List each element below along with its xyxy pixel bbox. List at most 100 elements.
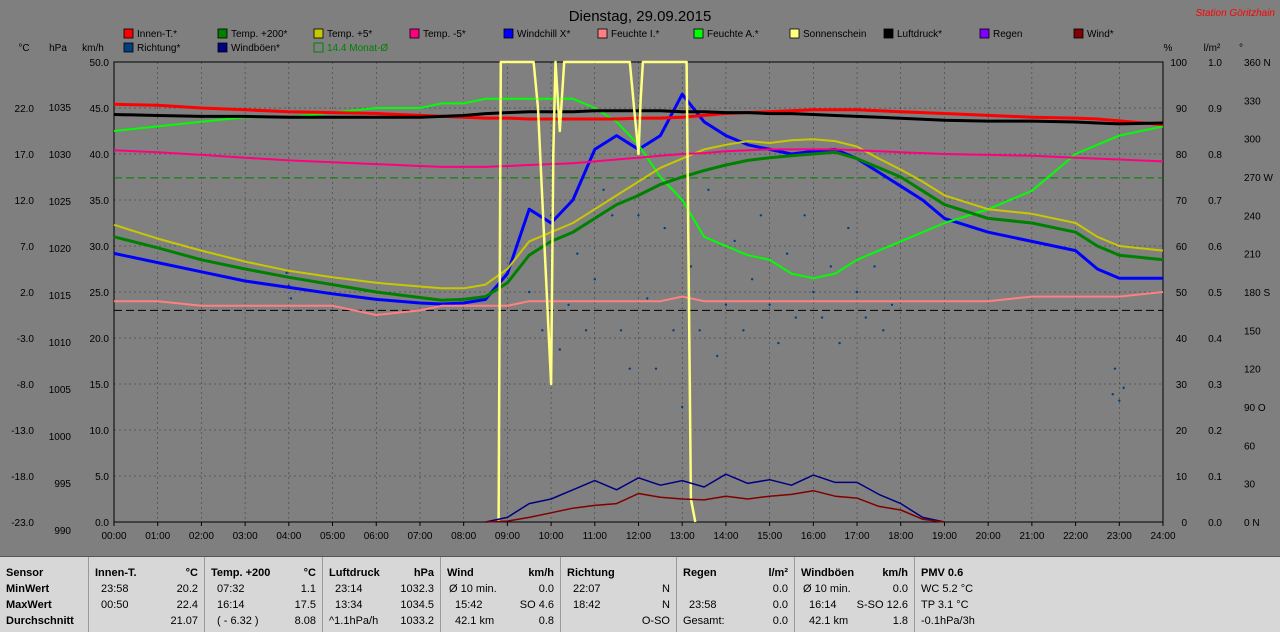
y-tick-label-lm2: 1.0 (1208, 58, 1222, 69)
stats-regen-max-value: 0.0 (772, 599, 788, 611)
x-tick-label: 03:00 (233, 531, 258, 542)
stats-windboeen-unit: km/h (882, 567, 908, 579)
chart-panel: Dienstag, 29.09.2015 Station Göritzhain … (11, 8, 1276, 542)
stats-regen-total-value: 0.0 (772, 615, 788, 627)
stats-regen-unit: l/m² (768, 567, 788, 579)
y-tick-label-hpa: 995 (54, 479, 71, 490)
y-tick-label-percent: 60 (1176, 242, 1188, 253)
gusts-line (485, 473, 945, 523)
series-line (113, 138, 1164, 290)
unit-hpa: hPa (49, 43, 67, 54)
y-tick-label-kmh: 0.0 (95, 518, 109, 529)
x-tick-label: 20:00 (976, 531, 1001, 542)
stats-richtung-max-time: 18:42 (573, 599, 601, 611)
stats-wind-max-time: 15:42 (455, 599, 483, 611)
direction-point (663, 226, 666, 230)
x-tick-label: 04:00 (276, 531, 301, 542)
direction-point (768, 303, 771, 306)
y-tick-label-kmh: 40.0 (90, 150, 110, 161)
direction-point (1118, 399, 1121, 402)
direction-point (611, 214, 614, 217)
stats-windboeen-row1-label: Ø 10 min. (803, 583, 851, 595)
stats-innen-min-time: 23:58 (101, 583, 129, 595)
direction-point (847, 226, 850, 230)
direction-point (864, 316, 867, 319)
y-tick-label-kmh: 10.0 (90, 426, 110, 437)
direction-point (742, 329, 745, 332)
x-tick-label: 23:00 (1107, 531, 1132, 542)
y-tick-label-percent: 50 (1176, 288, 1188, 299)
legend-label: Regen (993, 29, 1022, 40)
y-tick-label-deg: 30 (1244, 480, 1256, 491)
stats-innen-max-time: 00:50 (101, 599, 129, 611)
stats-temp200-header: Temp. +200 (211, 567, 271, 579)
legend-label: Temp. -5* (423, 29, 466, 40)
y-tick-label-kmh: 50.0 (90, 58, 110, 69)
direction-point (1122, 386, 1125, 390)
legend-swatch (313, 28, 324, 39)
y-tick-label-kmh: 35.0 (90, 196, 110, 207)
unit-kmh: km/h (82, 43, 104, 54)
stats-temp200-avg-note: ( - 6.32 ) (217, 615, 259, 627)
legend-label: Sonnenschein (803, 29, 866, 40)
y-tick-label-celsius: 12.0 (15, 196, 35, 207)
series-line (113, 92, 1163, 306)
legend-label: Temp. +200* (231, 29, 288, 40)
legend-label: Feuchte A.* (707, 29, 759, 40)
y-tick-label-deg: 60 (1244, 441, 1256, 452)
legend-label-monthly-avg: 14.4 Monat-Ø (327, 43, 388, 54)
y-tick-label-hpa: 1010 (49, 338, 72, 349)
unit-celsius: °C (18, 43, 29, 54)
direction-point (724, 303, 728, 306)
legend-label: Richtung* (137, 43, 180, 54)
chart-title: Dienstag, 29.09.2015 (569, 8, 712, 25)
direction-point (855, 290, 859, 294)
weather-chart: Dienstag, 29.09.2015 Station Göritzhain … (11, 8, 1276, 542)
x-tick-label: 11:00 (583, 531, 608, 542)
x-tick-label: 14:00 (713, 531, 738, 542)
y-tick-label-deg: 0 N (1244, 518, 1260, 529)
y-tick-label-lm2: 0.9 (1208, 104, 1222, 115)
x-tick-label: 12:00 (626, 531, 651, 542)
y-tick-label-percent: 80 (1176, 150, 1188, 161)
x-tick-label: 02:00 (189, 531, 214, 542)
stats-regen-col: Regen l/m² 0.0 23:58 0.0 Gesamt: 0.0 (677, 557, 795, 632)
stats-windboeen-max-value: S-SO 12.6 (856, 599, 908, 611)
x-tick-label: 08:00 (451, 531, 476, 542)
stats-innen-max-value: 22.4 (176, 599, 198, 611)
y-tick-label-lm2: 0.7 (1208, 196, 1222, 207)
station-name: Station Göritzhain (1196, 8, 1276, 19)
y-tick-label-lm2: 0.0 (1208, 518, 1222, 529)
series-layer (113, 60, 1164, 523)
x-tick-label: 24:00 (1150, 531, 1175, 542)
y-tick-label-percent: 0 (1181, 518, 1187, 529)
stats-minwert-label: MinWert (6, 583, 50, 595)
stats-regen-total-label: Gesamt: (683, 615, 725, 627)
direction-point (890, 303, 894, 306)
legend-label: Wind* (1087, 29, 1114, 40)
y-tick-label-deg: 240 (1244, 211, 1261, 222)
stats-luftdruck-col: Luftdruck hPa 23:14 1032.3 13:34 1034.5 ^1.… (323, 557, 441, 632)
series-line (113, 148, 1164, 168)
legend-label: Luftdruck* (897, 29, 942, 40)
stats-pmv-dewpoint: TP 3.1 °C (921, 599, 969, 611)
x-tick-label: 16:00 (801, 531, 826, 542)
y-tick-label-deg: 300 (1244, 135, 1261, 146)
legend-label: Windböen* (231, 43, 280, 54)
y-tick-label-kmh: 5.0 (95, 472, 109, 483)
stats-wind-row1-value: 0.0 (538, 583, 554, 595)
stats-richtung-col: Richtung 22:07 N 18:42 N O-SO (561, 557, 677, 632)
y-tick-label-lm2: 0.2 (1208, 426, 1222, 437)
stats-regen-header: Regen (683, 567, 717, 579)
legend-swatch (217, 42, 228, 53)
direction-point (541, 329, 544, 332)
y-tick-label-percent: 70 (1176, 196, 1188, 207)
direction-point (794, 316, 798, 319)
stats-innen-min-value: 20.2 (176, 583, 198, 595)
direction-point (707, 188, 710, 191)
y-tick-label-percent: 100 (1170, 58, 1187, 69)
direction-point (637, 214, 640, 217)
x-tick-label: 13:00 (670, 531, 695, 542)
stats-windboeen-col: Windböen km/h Ø 10 min. 0.0 16:14 S-SO 12.6… (795, 557, 915, 632)
direction-point (838, 341, 841, 345)
